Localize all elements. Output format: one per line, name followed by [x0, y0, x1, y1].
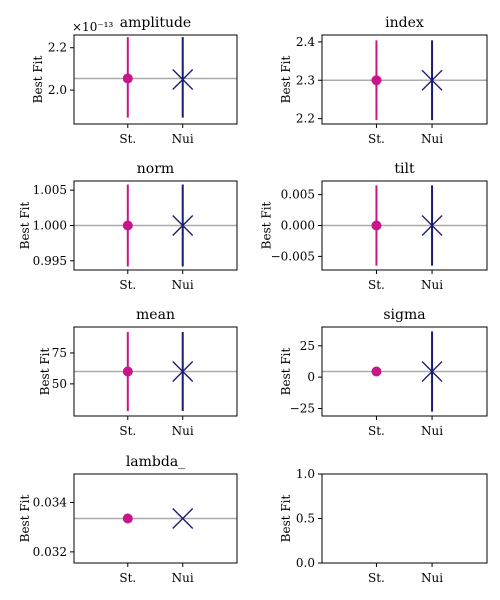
y-axis-label: Best Fit	[279, 55, 293, 103]
x-tick-label: Nui	[172, 571, 194, 585]
nui-point-stroke	[172, 69, 194, 90]
y-tick-label: 50	[52, 377, 67, 391]
nui-point-stroke	[421, 361, 443, 382]
y-axis-label: Best Fit	[31, 55, 45, 103]
st-point	[122, 513, 133, 524]
offset-text: ×10⁻¹³	[72, 20, 113, 34]
nui-point	[172, 361, 194, 382]
y-tick-label: −25	[290, 401, 315, 415]
nui-point	[172, 215, 194, 236]
y-tick-label: 0.000	[281, 219, 315, 233]
x-tick-label: St.	[368, 424, 385, 438]
chart-panel: 0.995 1.000 1.005 St. Nui norm Best Fit	[18, 161, 238, 292]
axes-frame	[73, 473, 238, 564]
y-axis-label: Best Fit	[279, 347, 293, 395]
chart-panel: 0.032 0.034 St. Nui lambda_ Best Fit	[18, 454, 238, 585]
chart-panel: 2.2 2.3 2.4 St. Nui index Best Fit	[279, 15, 488, 146]
panel-title: amplitude	[120, 15, 191, 31]
axes-frame	[73, 34, 238, 125]
y-tick-label: 2.2	[296, 112, 315, 126]
x-tick-label: Nui	[172, 278, 194, 292]
nui-point-stroke	[172, 361, 194, 382]
st-point	[122, 73, 133, 84]
nui-point	[421, 361, 443, 382]
panel-title: sigma	[383, 307, 425, 323]
y-tick-label: 0.0	[296, 556, 315, 570]
panel-title: tilt	[394, 161, 415, 177]
axes-frame	[321, 326, 488, 417]
st-point	[371, 220, 382, 231]
y-tick-label: 25	[300, 339, 315, 353]
y-tick-label: −0.005	[271, 249, 315, 263]
chart-panel: 50 75 St. Nui mean Best Fit	[38, 307, 238, 438]
y-tick-label: 0.005	[281, 188, 315, 202]
axes-frame	[321, 473, 488, 564]
x-tick-label: Nui	[421, 278, 443, 292]
y-tick-label: 2.0	[48, 83, 67, 97]
panel-title: mean	[136, 307, 175, 323]
chart-panel: 2.0 2.2 St. Nui amplitude ×10⁻¹³ Best Fit	[31, 15, 238, 146]
x-tick-label: St.	[119, 424, 136, 438]
y-tick-label: 2.4	[296, 35, 315, 49]
axes-frame	[73, 326, 238, 417]
chart-panel: −25 0 25 St. Nui sigma Best Fit	[279, 307, 488, 438]
x-tick-label: St.	[119, 571, 136, 585]
y-tick-label: 0.995	[33, 254, 67, 268]
x-tick-label: St.	[368, 278, 385, 292]
nui-point	[421, 215, 443, 236]
st-point	[122, 366, 133, 377]
y-axis-label: Best Fit	[259, 201, 273, 249]
y-tick-label: 1.0	[296, 467, 315, 481]
x-tick-label: Nui	[421, 132, 443, 146]
x-tick-label: St.	[119, 132, 136, 146]
y-axis-label: Best Fit	[18, 494, 32, 542]
x-tick-label: Nui	[172, 424, 194, 438]
nui-point	[172, 69, 194, 90]
axes-frame	[321, 34, 488, 125]
nui-point-stroke	[172, 508, 194, 529]
x-tick-label: Nui	[172, 132, 194, 146]
y-tick-label: 2.3	[296, 73, 315, 87]
nui-point	[172, 508, 194, 529]
y-tick-label: 1.005	[33, 183, 67, 197]
panel-title: norm	[137, 161, 174, 177]
st-point	[371, 366, 382, 377]
nui-point	[421, 69, 443, 91]
y-tick-label: 0	[307, 370, 315, 384]
y-axis-label: Best Fit	[279, 494, 293, 542]
y-tick-label: 0.034	[33, 495, 68, 509]
st-point	[122, 220, 133, 231]
x-tick-label: St.	[368, 571, 385, 585]
y-axis-label: Best Fit	[38, 347, 52, 395]
chart-panel: 0.0 0.5 1.0 St. Nui Best Fit	[279, 467, 488, 585]
y-tick-label: 75	[52, 346, 67, 360]
x-tick-label: Nui	[421, 424, 443, 438]
y-tick-label: 1.000	[33, 219, 67, 233]
panel-title: lambda_	[126, 454, 185, 470]
nui-point-stroke	[172, 215, 194, 236]
nui-point-stroke	[421, 215, 443, 236]
x-tick-label: Nui	[421, 571, 443, 585]
chart-panel: −0.005 0.000 0.005 St. Nui tilt Best Fit	[259, 161, 488, 292]
st-point	[371, 75, 382, 86]
nui-point-stroke	[421, 69, 443, 91]
y-axis-label: Best Fit	[18, 201, 32, 249]
panel-title: index	[385, 15, 424, 31]
y-tick-label: 0.5	[296, 512, 315, 526]
x-tick-label: St.	[119, 278, 136, 292]
y-tick-label: 2.2	[48, 41, 67, 55]
y-tick-label: 0.032	[33, 545, 67, 559]
x-tick-label: St.	[368, 132, 385, 146]
